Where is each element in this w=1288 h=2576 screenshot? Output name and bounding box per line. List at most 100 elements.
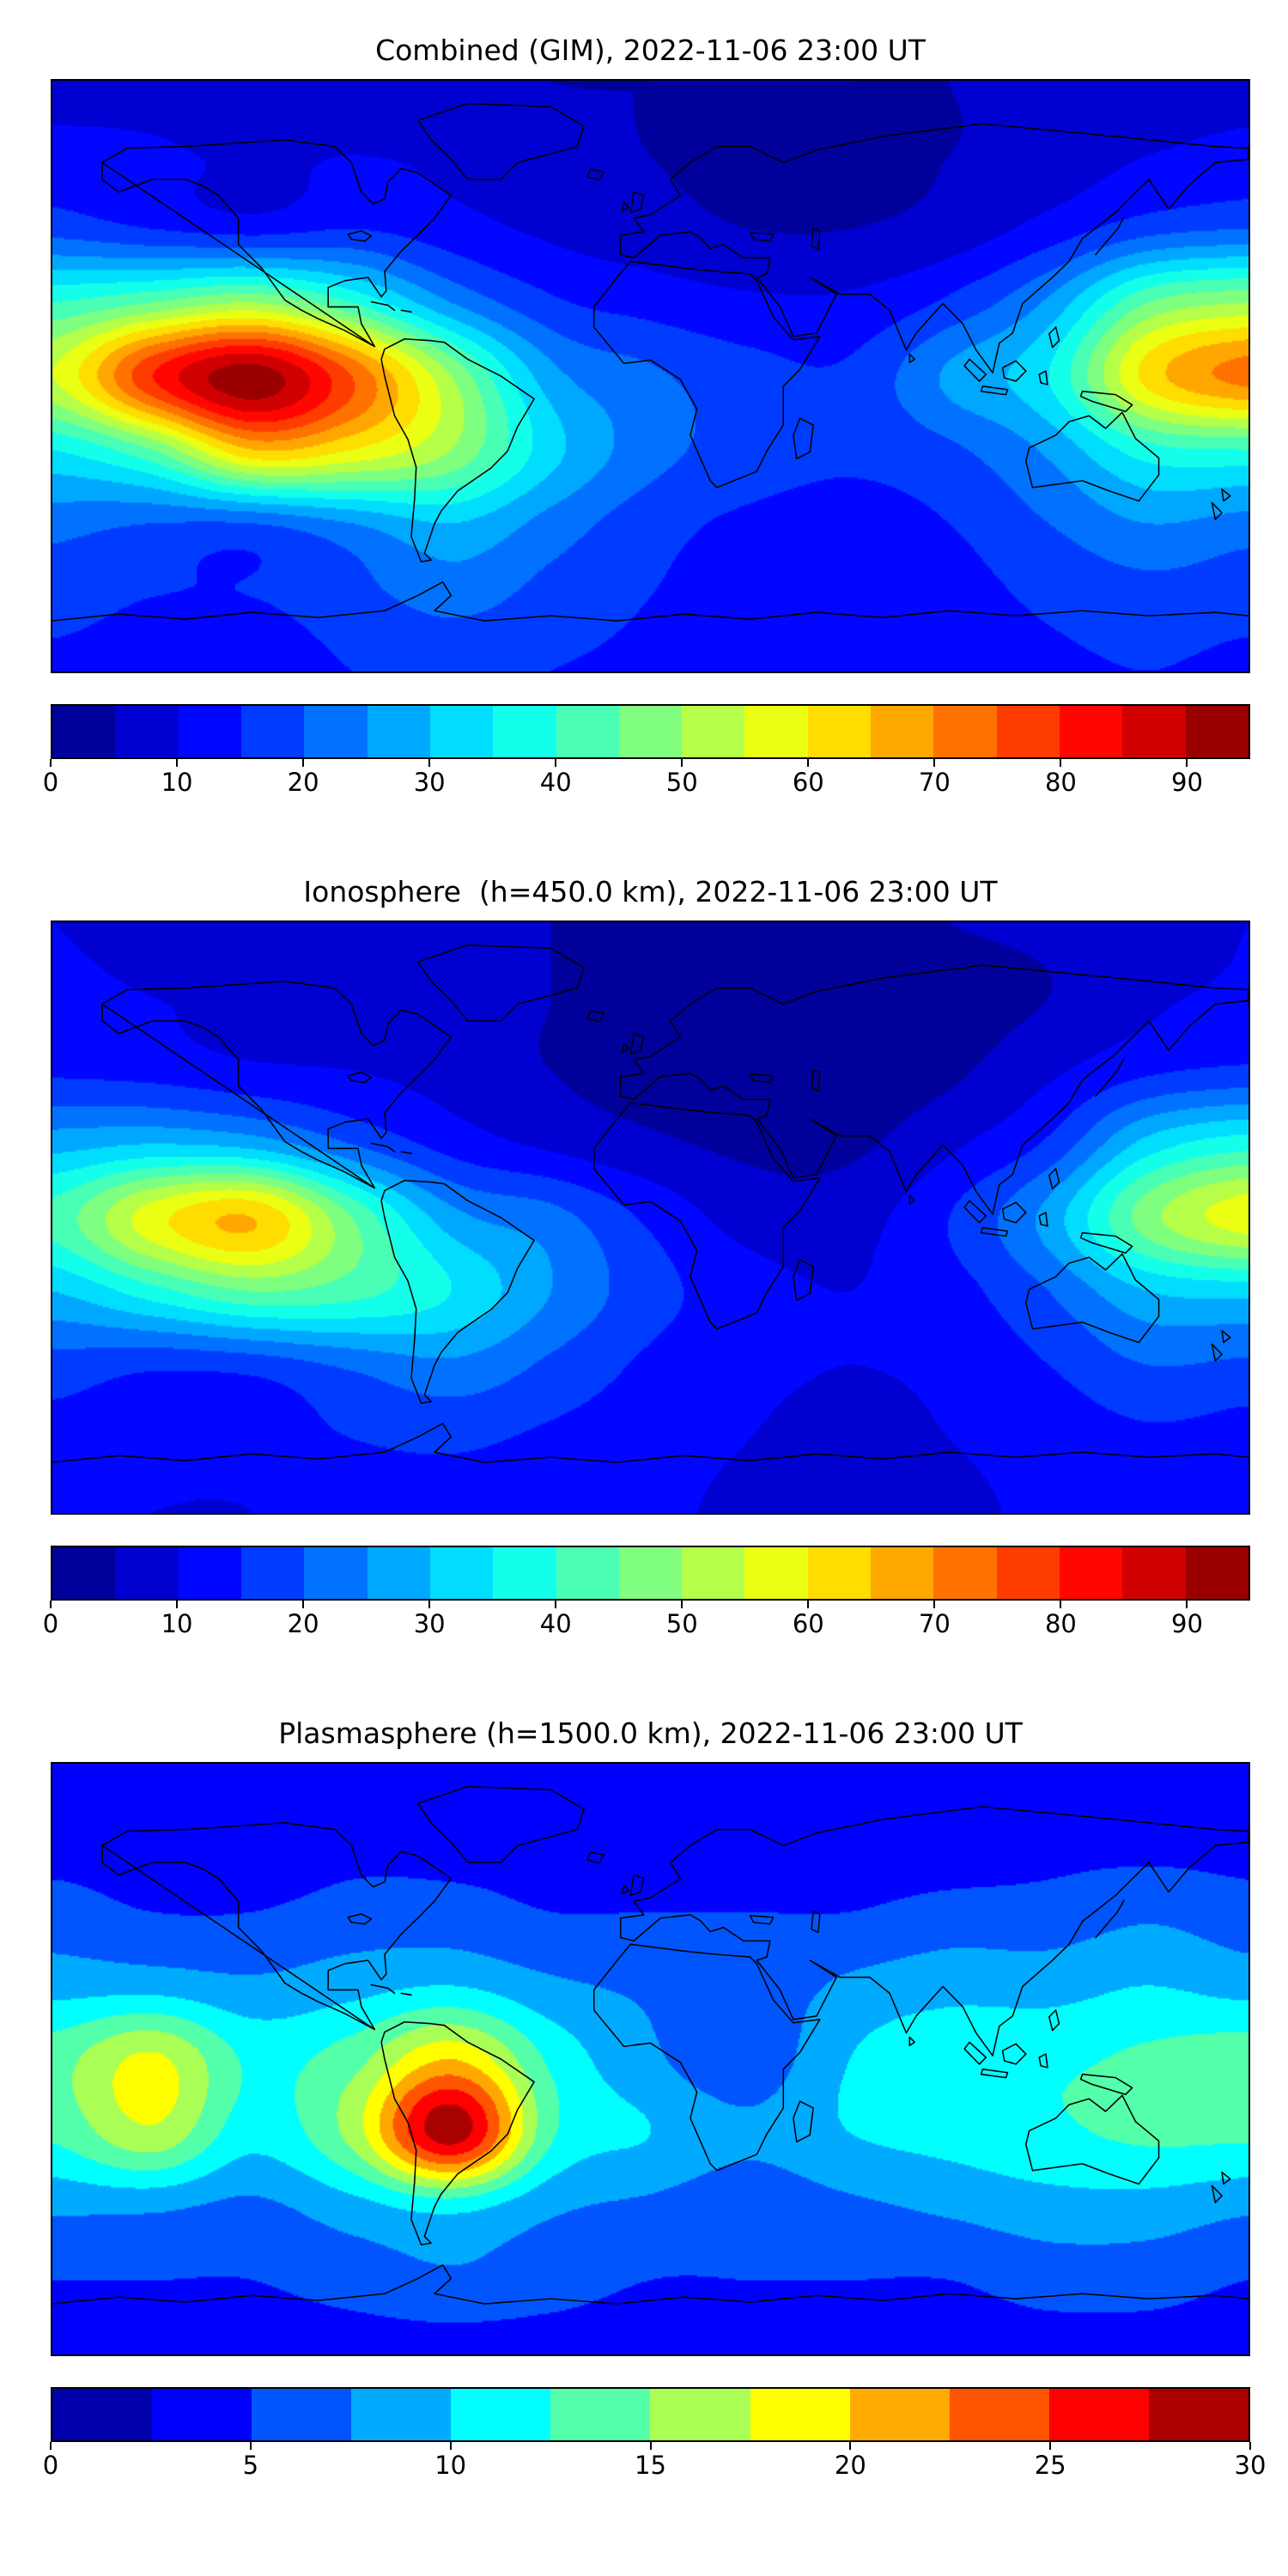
colorbar-segment [304,706,368,757]
colorbar-segment [750,2389,850,2440]
colorbar-segment [556,706,619,757]
colorbar-segment [493,1547,556,1599]
colorbar-ticks-combined: 0 10 20 30 40 50 60 70 80 90 [43,759,1250,802]
panel-title-plasmasphere: Plasmasphere (h=1500.0 km), 2022-11-06 2… [278,1716,1023,1750]
colorbar-tick-mark [1249,2442,1251,2450]
colorbar-tick-mark [50,2442,52,2450]
colorbar-plasmasphere [51,2387,1250,2442]
world-map-ionosphere [51,920,1250,1515]
colorbar-segment [682,706,745,757]
colorbar-tick-mark [807,759,810,767]
colorbar-segment [252,2389,352,2440]
tec-heatmap-canvas [52,81,1249,671]
colorbar-tick-label: 40 [539,768,572,797]
colorbar-tick-label: 0 [42,1609,59,1638]
colorbar-segment [744,706,808,757]
colorbar-tick-label: 20 [287,1609,319,1638]
colorbar-segment [933,1547,997,1599]
tec-heatmap-canvas [52,922,1249,1513]
colorbar-tick-label: 70 [918,768,951,797]
colorbar-segment [52,706,116,757]
world-map-combined [51,79,1250,673]
colorbar-segment [351,2389,452,2440]
colorbar-segment [178,1547,241,1599]
colorbar-segment [996,1547,1060,1599]
colorbar-tick-mark [302,1601,305,1608]
colorbar-ticks-ionosphere: 0 10 20 30 40 50 60 70 80 90 [43,1601,1250,1643]
colorbar-tick-mark [176,1601,179,1608]
colorbar-tick-label: 15 [635,2451,666,2480]
colorbar-tick-mark [649,2442,652,2450]
colorbar-segment [451,2389,551,2440]
colorbar-tick-label: 10 [161,1609,193,1638]
colorbar-segment [240,1547,305,1599]
colorbar-tick-label: 30 [1234,2451,1267,2480]
colorbar-segment [550,2389,651,2440]
colorbar-segment [949,2389,1049,2440]
colorbar-tick-mark [681,759,683,767]
panel-ionosphere: Ionosphere (h=450.0 km), 2022-11-06 23:0… [43,872,1250,1643]
colorbar-combined [51,704,1250,759]
colorbar-tick-label: 60 [792,1609,824,1638]
colorbar-tick-label: 50 [665,1609,698,1638]
colorbar-tick-mark [933,759,936,767]
colorbar-tick-label: 25 [1034,2451,1066,2480]
colorbar-tick-mark [50,759,52,767]
colorbar-segment [1148,2389,1249,2440]
colorbar-segment [682,1547,745,1599]
colorbar-segment [618,1547,683,1599]
panel-title-ionosphere: Ionosphere (h=450.0 km), 2022-11-06 23:0… [303,875,998,908]
colorbar-ticks-plasmasphere: 0 5 10 15 20 25 30 [43,2442,1266,2485]
colorbar-segment [807,1547,872,1599]
panel-combined-gim: Combined (GIM), 2022-11-06 23:00 UT 0 10 2… [43,31,1250,802]
colorbar-tick-mark [1186,1601,1188,1608]
colorbar-tick-mark [1060,1601,1062,1608]
colorbar-tick-mark [1060,759,1062,767]
colorbar-tick-mark [428,759,431,767]
colorbar-tick-label: 20 [287,768,319,797]
colorbar-tick-mark [449,2442,452,2450]
colorbar-tick-label: 10 [434,2451,467,2480]
colorbar-segment [1060,1547,1123,1599]
colorbar-segment [807,706,872,757]
colorbar-segment [996,706,1060,757]
coastlines-overlay [52,944,1249,1463]
colorbar-segment [52,2389,153,2440]
colorbar-tick-label: 30 [413,768,446,797]
colorbar-tick-mark [249,2442,252,2450]
colorbar-segment [429,706,494,757]
colorbar-segment [52,1547,116,1599]
colorbar-tick-mark [428,1601,431,1608]
colorbar-tick-label: 20 [834,2451,866,2480]
colorbar-segment [493,706,556,757]
colorbar-tick-label: 40 [539,1609,572,1638]
world-map-plasmasphere [51,1762,1250,2356]
colorbar-tick-label: 5 [242,2451,259,2480]
tec-maps-figure: Combined (GIM), 2022-11-06 23:00 UT 0 10 2… [43,31,1267,2485]
colorbar-segment [429,1547,494,1599]
colorbar-tick-label: 90 [1171,768,1203,797]
colorbar-segment [304,1547,368,1599]
colorbar-segment [556,1547,619,1599]
colorbar-segment [871,1547,934,1599]
colorbar-segment [240,706,305,757]
colorbar-tick-mark [681,1601,683,1608]
colorbar-tick-label: 30 [413,1609,446,1638]
coastlines-overlay [52,102,1249,622]
colorbar-segment [1060,706,1123,757]
colorbar-segment [115,1547,179,1599]
colorbar-segment [871,706,934,757]
colorbar-tick-mark [1049,2442,1052,2450]
colorbar-segment [933,706,997,757]
colorbar-tick-mark [555,759,557,767]
colorbar-tick-label: 10 [161,768,193,797]
colorbar-segment [1048,2389,1149,2440]
colorbar-tick-mark [1186,759,1188,767]
colorbar-ionosphere [51,1546,1250,1601]
colorbar-tick-label: 70 [918,1609,951,1638]
colorbar-segment [1185,1547,1249,1599]
colorbar-segment [1185,706,1249,757]
colorbar-segment [650,2389,750,2440]
colorbar-segment [115,706,179,757]
colorbar-segment [367,1547,430,1599]
